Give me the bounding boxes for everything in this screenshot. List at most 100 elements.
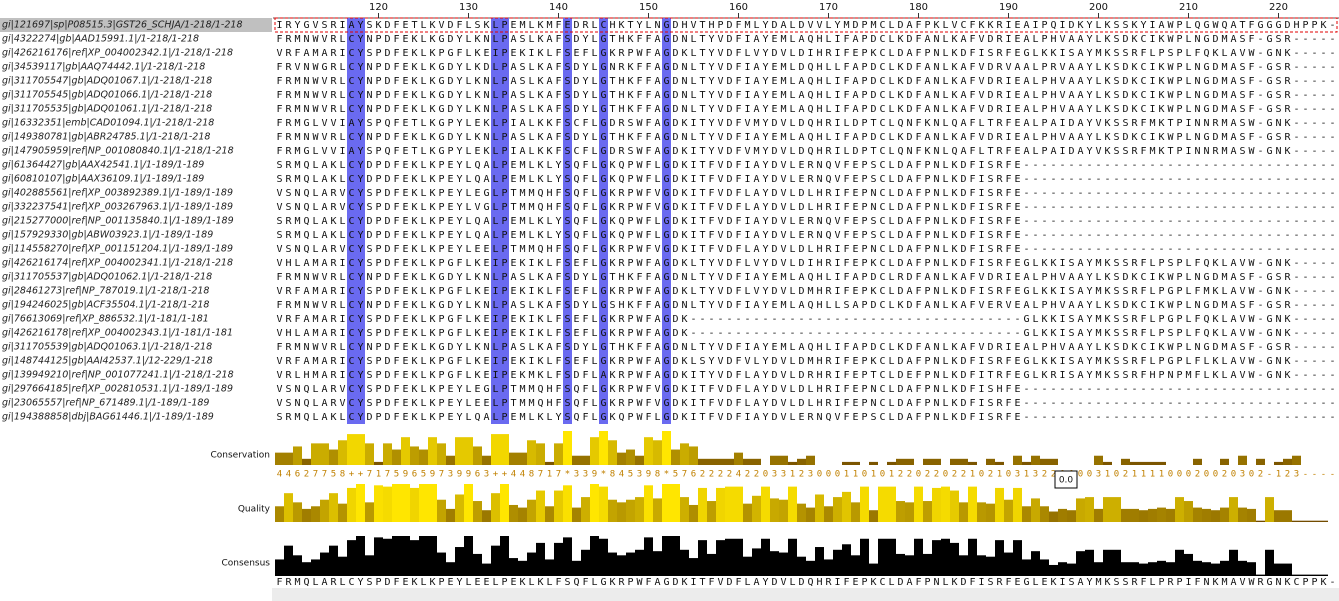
sequence-name: gi|311705535|gb|ADQ01061.1|/1-218/1-218 [2, 104, 212, 115]
ruler-label: 140 [549, 2, 568, 13]
consensus-bar [842, 544, 851, 576]
quality-bar [995, 487, 1004, 522]
sequence-name: gi|147905959|ref|NP_001080840.1|/1-218/1… [2, 146, 234, 157]
quality-bar [1211, 510, 1220, 522]
consensus-bar [1175, 549, 1184, 576]
quality-bar [608, 499, 617, 522]
conservation-score: 1 [1141, 470, 1146, 480]
conservation-score: 4 [520, 470, 525, 480]
quality-bar [1139, 510, 1148, 522]
conservation-score: - [1312, 470, 1317, 480]
conservation-score: + [502, 470, 508, 480]
conservation-bar [347, 434, 356, 465]
quality-bar [662, 484, 671, 522]
conservation-score: 2 [1051, 470, 1056, 480]
sequence-name: gi|311705539|gb|ADQ01063.1|/1-218/1-218 [2, 342, 212, 353]
quality-bar [563, 485, 572, 522]
sequence-name: gi|121697|sp|P08515.3|GST26_SCHJA/1-218/… [2, 20, 242, 31]
consensus-bar [1076, 551, 1085, 576]
conservation-bar [437, 443, 446, 465]
conservation-score: 0 [1006, 470, 1011, 480]
conservation-score: 5 [331, 470, 336, 480]
consensus-bar [941, 538, 950, 576]
annotation-label: Conservation [210, 451, 270, 461]
quality-bar [293, 502, 302, 522]
ruler-label: 190 [999, 2, 1018, 13]
sequence-name: gi|16332351|emb|CAD01094.1|/1-218/1-218 [2, 118, 214, 129]
conservation-bar [779, 455, 788, 465]
conservation-score: 6 [691, 470, 696, 480]
quality-bar [410, 487, 419, 522]
consensus-bar [1130, 562, 1139, 576]
conservation-score: * [565, 470, 570, 480]
ruler-label: 170 [819, 2, 838, 13]
consensus-bar [437, 552, 446, 576]
consensus-bar [293, 555, 302, 576]
quality-bar [1058, 508, 1067, 522]
conservation-score: 2 [1042, 470, 1047, 480]
conservation-score: 7 [556, 470, 561, 480]
consensus-bar [1103, 549, 1112, 576]
quality-bar [815, 494, 824, 522]
sequence-name: gi|194246025|gb|ACF35504.1|/1-218/1-218 [2, 300, 209, 311]
quality-bar [698, 487, 707, 522]
quality-bar [302, 508, 311, 522]
conservation-score: 3 [808, 470, 813, 480]
sequence-name: gi|149380781|gb|ABR24785.1|/1-218/1-218 [2, 132, 210, 143]
quality-bar [1085, 497, 1094, 522]
quality-bar [1301, 520, 1310, 522]
ruler-label: 220 [1269, 2, 1288, 13]
conservation-bar [1031, 455, 1040, 465]
conservation-score: 2 [709, 470, 714, 480]
conservation-score: 3 [781, 470, 786, 480]
consensus-bar [968, 538, 977, 576]
consensus-bar [608, 552, 617, 576]
quality-bar [1220, 507, 1229, 522]
conservation-score: 2 [700, 470, 705, 480]
conservation-bar [806, 455, 815, 465]
quality-bar [311, 506, 320, 522]
selection-box [274, 17, 1338, 33]
conservation-bar [671, 449, 680, 465]
sequence-name: gi|114558270|ref|XP_001151204.1|/1-189/1… [2, 244, 233, 255]
quality-bar [590, 484, 599, 522]
quality-bar [455, 494, 464, 522]
conservation-score: 0 [835, 470, 840, 480]
quality-bar [653, 498, 662, 522]
conservation-bar [932, 458, 941, 465]
conservation-score: 9 [592, 470, 597, 480]
consensus-bar [806, 560, 815, 576]
consensus-bar [1283, 563, 1292, 576]
conservation-score: 5 [394, 470, 399, 480]
conservation-score: 8 [655, 470, 660, 480]
quality-bar [851, 502, 860, 522]
conservation-bar [698, 458, 707, 465]
quality-bar [383, 486, 392, 522]
sequence-name: gi|157929330|gb|ABW03923.1|/1-189/1-189 [2, 230, 213, 241]
consensus-bar [698, 540, 707, 576]
consensus-bar [1265, 549, 1274, 576]
conservation-score: 0 [916, 470, 921, 480]
quality-bar [1004, 499, 1013, 522]
quality-bar [572, 507, 581, 522]
consensus-bar [590, 536, 599, 576]
conservation-score: 1 [853, 470, 858, 480]
quality-bar [1121, 508, 1130, 522]
conservation-bar [680, 443, 689, 465]
quality-bar [509, 504, 518, 522]
quality-bar [626, 499, 635, 522]
conservation-score: 1 [1276, 470, 1281, 480]
conservation-bar [770, 455, 779, 465]
consensus-bar [284, 545, 293, 576]
consensus-bar [374, 537, 383, 576]
quality-bar [419, 484, 428, 522]
consensus-bar [896, 553, 905, 576]
conservation-bar [887, 461, 896, 465]
conservation-score: 2 [988, 470, 993, 480]
quality-bar [1274, 510, 1283, 522]
ruler-label: 120 [369, 2, 388, 13]
conservation-bar [1238, 455, 1247, 465]
conservation-bar [374, 461, 383, 465]
conservation-score: 2 [934, 470, 939, 480]
